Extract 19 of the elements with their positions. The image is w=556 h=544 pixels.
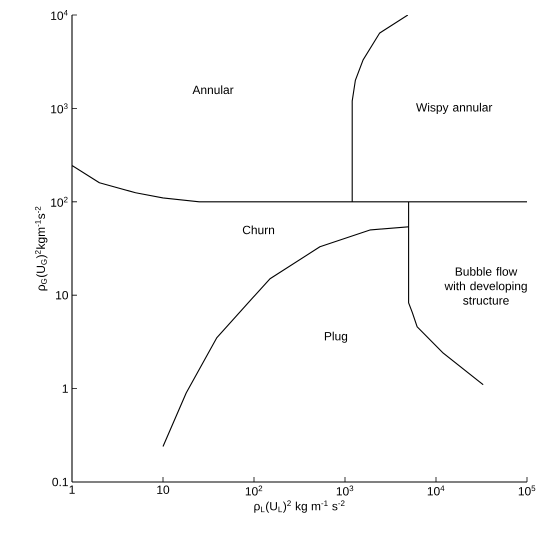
annotation: Plug [324,332,348,343]
x-tick-label: 10$^{2}$ [246,486,262,496]
annotation: Churn [242,225,274,234]
x-tick-label: 10$^{3}$ [336,486,354,496]
text: ρ$_{G}$(U$_{G}$)$^{2}$kgm$^{-1}$s$^{-2}$ [35,206,48,290]
x-tick-label: 10$^{4}$ [428,486,444,496]
x-tick-label: 1 [70,486,75,494]
y-tick-label: 10$^{4}$ [51,10,68,20]
text: ρ$_{L}$(U$_{L}$)$^{2}$ kg m$^{-1}$ s$^{-2}$ [254,500,345,513]
annotation: Wispy annular [416,102,492,114]
y-tick-label: 1 [62,384,68,393]
y-tick-label: 10 [56,290,68,300]
x-tick-label: 10 [157,486,170,494]
y-tick-label: 10$^{2}$ [51,196,68,207]
annotation: Bubble flow with developing structure [444,267,527,305]
y-tick-label: 10$^{3}$ [51,103,68,114]
annotation: Annular [192,85,234,94]
y-tick-label: 0.1 [52,478,68,486]
x-tick-label: 10$^{5}$ [518,486,536,496]
